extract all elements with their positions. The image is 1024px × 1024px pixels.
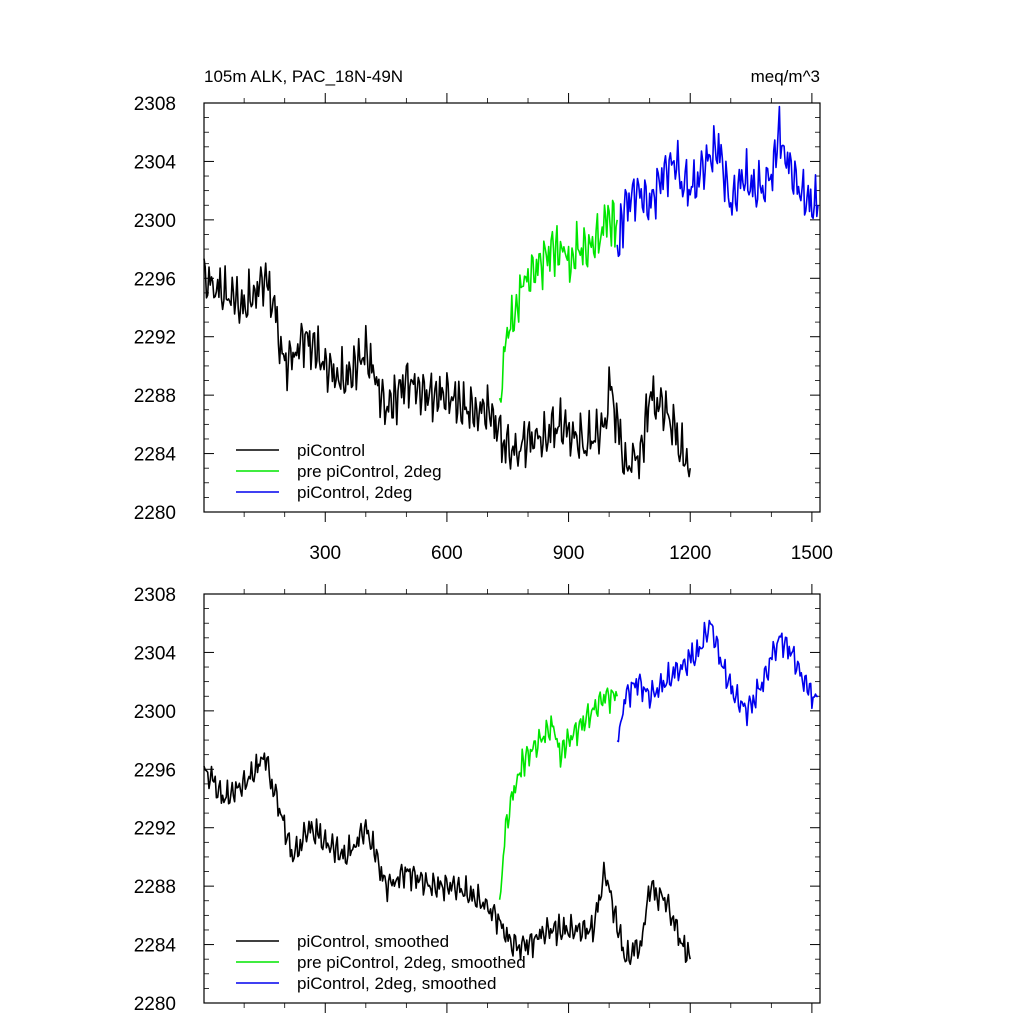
- y-tick-label: 2280: [134, 994, 176, 1015]
- series-line-1: [203, 752, 691, 966]
- y-tick-label: 2308: [134, 585, 176, 606]
- y-tick-label: 2288: [134, 386, 176, 407]
- chart-title: 105m ALK, PAC_18N-49N: [204, 67, 403, 86]
- y-tick-label: 2300: [134, 211, 176, 232]
- series-line-2: [498, 687, 618, 900]
- legend-label: pre piControl, 2deg, smoothed: [297, 953, 526, 972]
- y-tick-label: 2292: [134, 328, 176, 349]
- y-tick-label: 2296: [134, 269, 176, 290]
- y-tick-label: 2292: [134, 819, 176, 840]
- series-line-2: [498, 199, 618, 403]
- y-tick-label: 2284: [134, 936, 177, 957]
- legend-label: piControl, 2deg, smoothed: [297, 974, 496, 993]
- x-tick-label: 1200: [669, 543, 711, 564]
- chart-units: meq/m^3: [751, 67, 820, 86]
- series-line-3: [616, 105, 819, 258]
- y-tick-label: 2296: [134, 760, 176, 781]
- bottom-panel: 2280 2284 2288 2292 2296 2300 2304 2308 piContro…: [134, 584, 821, 1015]
- y-tick-label: 2300: [134, 702, 176, 723]
- y-tick-label: 2280: [134, 503, 176, 524]
- legend-label: piControl: [297, 441, 365, 460]
- legend-label: piControl, smoothed: [297, 932, 449, 951]
- y-tick-label: 2284: [134, 445, 177, 466]
- y-tick-label: 2308: [134, 94, 176, 115]
- x-tick-label: 600: [431, 543, 463, 564]
- series-line-3: [616, 619, 819, 743]
- x-tick-label: 300: [309, 543, 341, 564]
- x-tick-label: 900: [553, 543, 585, 564]
- y-tick-label: 2288: [134, 877, 176, 898]
- legend-label: pre piControl, 2deg: [297, 462, 442, 481]
- series-line-1: [203, 258, 691, 480]
- top-panel: 2280 2284 2288 2292 2296 2300 2304 2308 300 600 90…: [134, 93, 833, 564]
- x-tick-label: 1500: [791, 543, 833, 564]
- y-tick-label: 2304: [134, 152, 177, 173]
- y-tick-label: 2304: [134, 643, 177, 664]
- legend-label: piControl, 2deg: [297, 483, 412, 502]
